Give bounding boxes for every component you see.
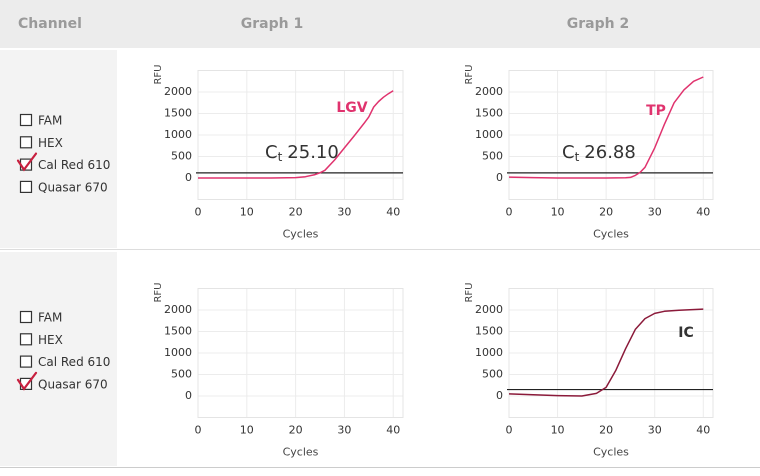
channel-label: FAM [38,114,62,128]
y-tick-label: 500 [171,368,192,381]
x-tick-label: 40 [696,206,710,219]
y-tick-label: 1000 [164,128,192,141]
x-tick-label: 0 [195,206,202,219]
x-tick-label: 20 [599,206,613,219]
plot-frame [197,288,404,418]
checkmark [16,371,38,391]
curve [508,76,704,179]
x-tick-label: 40 [386,206,400,219]
x-tick-label: 30 [337,206,351,219]
channel-cell [0,252,117,466]
curve [508,308,704,397]
checkbox[interactable] [19,310,33,324]
y-tick-label: 1500 [475,325,503,338]
y-tick-label: 500 [171,150,192,163]
y-tick-label: 0 [496,389,503,402]
channel-label: HEX [38,136,63,150]
checkbox[interactable] [19,180,33,193]
ct-subscript: t [278,150,283,164]
x-tick-label: 30 [648,424,662,437]
y-tick-label: 1500 [164,325,192,338]
plot-frame [508,288,714,418]
series-label: TP [646,103,666,119]
y-tick-label: 0 [185,389,192,402]
ct-subscript: t [575,150,580,164]
channel-label: Cal Red 610 [38,158,110,172]
x-tick-label: 20 [289,206,303,219]
x-axis-label: Cycles [593,228,629,241]
channel-label: FAM [38,311,62,325]
y-tick-label: 2000 [164,85,192,98]
x-axis-label: Cycles [593,446,629,459]
y-tick-label: 1000 [164,346,192,359]
y-axis-label: RFU [153,64,164,84]
x-axis-label: Cycles [283,228,319,241]
channel-label: HEX [38,333,63,347]
y-axis-label: RFU [153,282,164,302]
x-tick-label: 40 [386,424,400,437]
ct-symbol: C [562,142,575,163]
y-tick-label: 0 [185,171,192,184]
plot-frame [508,70,714,200]
x-tick-label: 10 [240,206,254,219]
x-axis-label: Cycles [283,446,319,459]
x-tick-label: 20 [599,424,613,437]
x-tick-label: 30 [337,424,351,437]
header-graph: Graph 1 [241,16,303,32]
x-tick-label: 40 [696,424,710,437]
plot-frame [197,70,404,200]
checkbox[interactable] [19,333,33,346]
series-label: IC [678,325,693,341]
y-tick-label: 500 [482,368,503,381]
x-tick-label: 10 [551,206,565,219]
ct-annotation: Ct 25.10 [265,142,339,164]
header-graph: Graph 2 [567,16,629,32]
x-tick-label: 10 [551,424,565,437]
ct-symbol: C [265,142,278,163]
header-bg [0,0,760,48]
y-tick-label: 1500 [164,107,192,120]
ct-value: 26.88 [584,142,636,163]
ct-annotation: Ct 26.88 [562,142,636,164]
series-label: LGV [336,100,367,116]
x-tick-label: 20 [289,424,303,437]
channel-cell [0,50,117,248]
checkmark [16,152,38,172]
y-tick-label: 0 [496,171,503,184]
y-axis-label: RFU [464,64,475,84]
curve [198,90,394,179]
x-tick-label: 0 [195,424,202,437]
x-tick-label: 10 [240,424,254,437]
checkbox[interactable] [19,355,33,368]
header-channel: Channel [18,16,82,32]
x-tick-label: 0 [506,206,513,219]
channel-label: Quasar 670 [38,377,108,391]
channel-label: Quasar 670 [38,180,108,194]
y-tick-label: 2000 [475,85,503,98]
checkbox[interactable] [19,113,33,127]
channel-label: Cal Red 610 [38,355,110,369]
y-axis-label: RFU [464,282,475,302]
y-tick-label: 500 [482,150,503,163]
ct-value: 25.10 [287,142,339,163]
y-tick-label: 2000 [475,303,503,316]
y-tick-label: 2000 [164,303,192,316]
y-tick-label: 1000 [475,346,503,359]
y-tick-label: 1000 [475,128,503,141]
x-tick-label: 0 [506,424,513,437]
x-tick-label: 30 [648,206,662,219]
y-tick-label: 1500 [475,107,503,120]
checkbox[interactable] [19,136,33,149]
